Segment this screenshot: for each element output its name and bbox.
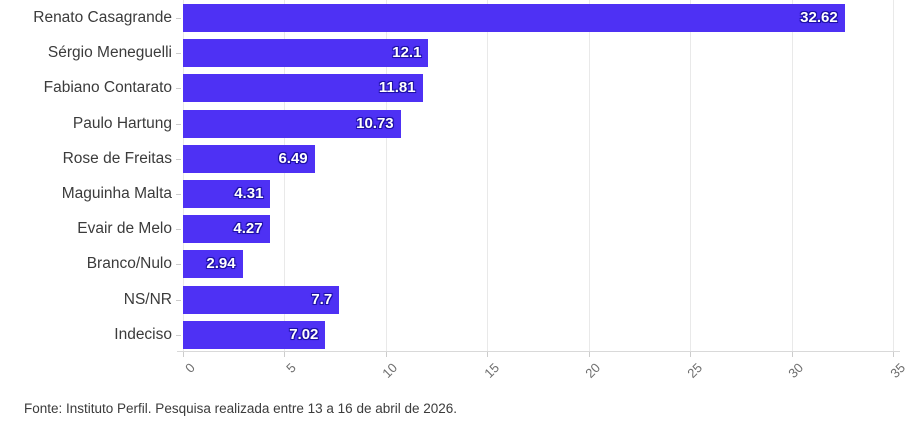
x-tick-label: 15	[481, 360, 502, 381]
x-tick-mark	[690, 352, 692, 357]
bar-row: Sérgio Meneguelli 12.1	[0, 39, 918, 68]
bar: 32.62	[183, 4, 845, 32]
x-tick-label: 10	[379, 360, 401, 381]
bar: 11.81	[183, 74, 423, 103]
bar: 6.49	[183, 144, 315, 173]
y-tick-mark	[176, 229, 181, 231]
x-tick-mark	[588, 352, 590, 357]
bar-value-label: 2.94	[206, 255, 236, 273]
category-label: Indeciso	[114, 325, 172, 343]
y-tick-mark	[176, 88, 181, 90]
gridline-x-25	[690, 0, 692, 351]
gridline-x-5	[284, 0, 286, 351]
bar: 4.31	[183, 180, 271, 208]
bar-row: Rose de Freitas 6.49	[0, 144, 918, 173]
bar-row: Evair de Melo 4.27	[0, 215, 918, 244]
y-tick-mark	[176, 123, 181, 125]
x-tick-mark	[791, 352, 793, 357]
bar: 4.27	[183, 215, 270, 244]
bar-row: Branco/Nulo 2.94	[0, 250, 918, 279]
category-label: Paulo Hartung	[72, 114, 172, 132]
category-label: Renato Casagrande	[33, 9, 172, 26]
x-tick-mark	[893, 352, 894, 357]
bar-row: NS/NR 7.7	[0, 285, 918, 314]
x-axis-line	[177, 351, 900, 352]
bar-row: Paulo Hartung 10.73	[0, 109, 918, 138]
x-tick-label: 0	[181, 360, 198, 376]
gridline-x-10	[385, 0, 387, 351]
gridline-x-15	[487, 0, 489, 351]
y-tick-mark	[176, 194, 181, 195]
gridline-x-35	[893, 0, 894, 351]
x-tick-label: 5	[283, 360, 300, 376]
category-label: Sérgio Meneguelli	[47, 44, 172, 62]
bar-value-label: 12.1	[392, 44, 422, 62]
bar-value-label: 32.62	[800, 9, 838, 26]
gridline-x-30	[791, 0, 793, 351]
gridline-x-0	[183, 0, 184, 351]
category-label: Fabiano Contarato	[43, 79, 172, 97]
x-tick-mark	[385, 352, 387, 357]
x-tick-label: 25	[683, 360, 705, 381]
category-label: Evair de Melo	[77, 220, 172, 238]
bar: 10.73	[183, 109, 401, 138]
x-tick-mark	[284, 352, 286, 357]
x-tick-mark	[183, 352, 184, 357]
y-tick-mark	[176, 18, 181, 19]
y-tick-mark	[176, 334, 181, 336]
bar-value-label: 7.02	[289, 325, 319, 343]
bar-row: Maguinha Malta 4.31	[0, 180, 918, 208]
gridline-x-20	[588, 0, 590, 351]
category-label: Maguinha Malta	[61, 185, 172, 202]
bar: 7.02	[183, 320, 326, 349]
bar-row: Fabiano Contarato 11.81	[0, 74, 918, 103]
y-tick-mark	[176, 264, 181, 266]
x-tick-mark	[487, 352, 489, 357]
bar: 2.94	[183, 250, 243, 279]
x-tick-label: 30	[785, 360, 807, 381]
source-note: Fonte: Instituto Perfil. Pesquisa realiz…	[24, 401, 458, 416]
category-label: NS/NR	[123, 290, 172, 308]
category-label: Branco/Nulo	[86, 255, 172, 273]
bar-value-label: 10.73	[356, 114, 394, 132]
category-label: Rose de Freitas	[62, 149, 172, 167]
bar: 12.1	[183, 39, 429, 68]
bar-value-label: 7.7	[311, 290, 333, 308]
bar-value-label: 6.49	[278, 149, 308, 167]
bar: 7.7	[183, 285, 340, 314]
bar-row: Indeciso 7.02	[0, 320, 918, 349]
y-tick-mark	[176, 299, 181, 301]
x-tick-label: 20	[582, 360, 604, 381]
y-tick-mark	[176, 53, 181, 55]
bar-value-label: 4.27	[233, 220, 263, 238]
x-tick-label: 35	[886, 360, 908, 381]
bar-row: Renato Casagrande 32.62	[0, 4, 918, 32]
bar-value-label: 4.31	[234, 185, 264, 202]
y-tick-mark	[176, 158, 181, 160]
bar-value-label: 11.81	[378, 79, 416, 97]
